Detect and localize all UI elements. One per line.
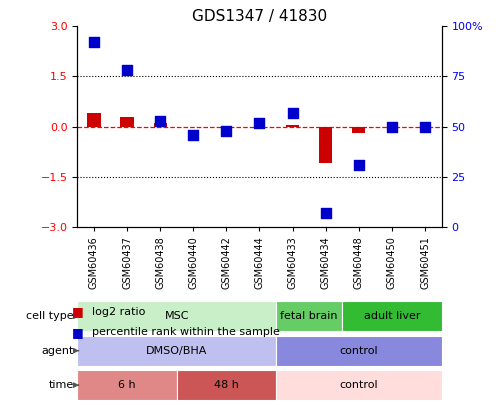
Point bbox=[223, 127, 231, 134]
Point bbox=[123, 67, 131, 74]
Point bbox=[156, 117, 164, 124]
Point bbox=[322, 209, 330, 216]
Title: GDS1347 / 41830: GDS1347 / 41830 bbox=[192, 9, 327, 24]
Text: log2 ratio: log2 ratio bbox=[92, 307, 146, 317]
Text: cell type: cell type bbox=[26, 311, 74, 321]
Point bbox=[90, 39, 98, 46]
Bar bbox=[177, 370, 276, 400]
Text: 6 h: 6 h bbox=[118, 380, 136, 390]
Text: MSC: MSC bbox=[165, 311, 189, 321]
Text: control: control bbox=[339, 346, 378, 356]
Text: control: control bbox=[339, 380, 378, 390]
Bar bbox=[77, 301, 276, 331]
Text: agent: agent bbox=[41, 346, 74, 356]
Bar bbox=[220, 126, 233, 128]
Text: ■: ■ bbox=[72, 305, 84, 318]
Point bbox=[255, 119, 263, 126]
Point bbox=[355, 162, 363, 168]
Bar bbox=[286, 125, 299, 126]
Text: percentile rank within the sample: percentile rank within the sample bbox=[92, 327, 280, 337]
Text: ■: ■ bbox=[72, 326, 84, 339]
Bar bbox=[87, 113, 100, 126]
Bar bbox=[342, 301, 442, 331]
Text: fetal brain: fetal brain bbox=[280, 311, 338, 321]
Bar bbox=[77, 370, 177, 400]
Point bbox=[388, 123, 396, 130]
Text: time: time bbox=[48, 380, 74, 390]
Bar bbox=[319, 126, 332, 163]
Text: 48 h: 48 h bbox=[214, 380, 239, 390]
Text: DMSO/BHA: DMSO/BHA bbox=[146, 346, 208, 356]
Bar bbox=[77, 336, 276, 366]
Bar bbox=[276, 301, 342, 331]
Text: adult liver: adult liver bbox=[364, 311, 420, 321]
Point bbox=[288, 109, 296, 116]
Point bbox=[189, 131, 197, 138]
Bar bbox=[120, 117, 134, 126]
Point bbox=[421, 123, 429, 130]
Bar bbox=[154, 123, 167, 126]
Bar bbox=[352, 126, 365, 133]
Bar bbox=[276, 370, 442, 400]
Bar bbox=[276, 336, 442, 366]
